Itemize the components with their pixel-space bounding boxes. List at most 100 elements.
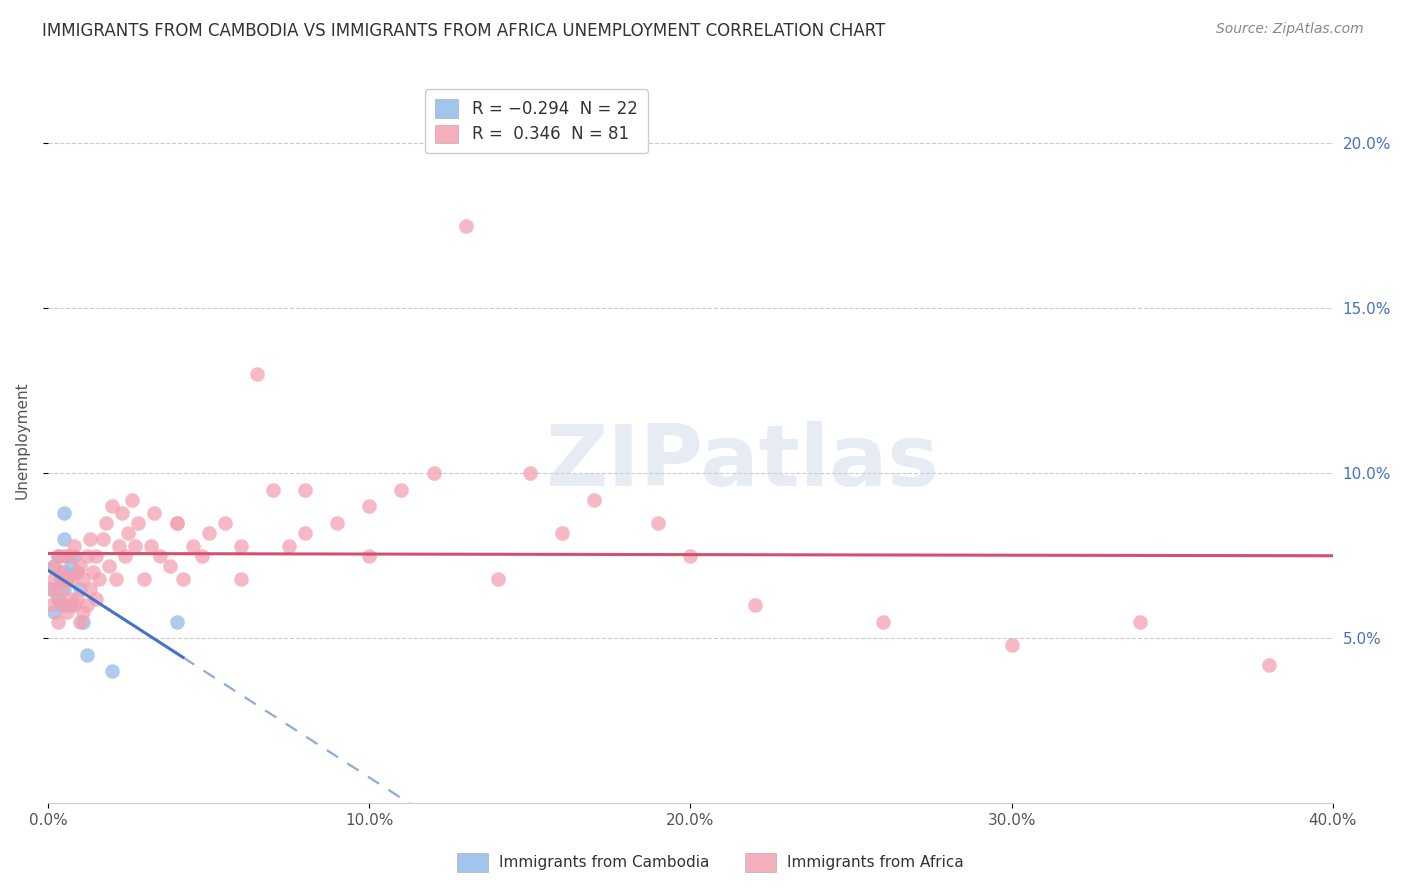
Point [46, 591, 69, 606]
Point [486, 572, 509, 586]
Point [53, 506, 76, 520]
Point [89, 572, 111, 586]
Point [82, 566, 104, 580]
Point [181, 539, 204, 553]
Point [84, 549, 107, 563]
Point [62, 599, 84, 613]
Point [124, 539, 146, 553]
Point [191, 549, 214, 563]
Point [278, 539, 301, 553]
Point [59, 558, 82, 573]
Point [229, 539, 252, 553]
Point [101, 665, 124, 679]
Point [84, 591, 107, 606]
Text: IMMIGRANTS FROM CAMBODIA VS IMMIGRANTS FROM AFRICA UNEMPLOYMENT CORRELATION CHAR: IMMIGRANTS FROM CAMBODIA VS IMMIGRANTS F… [42, 22, 886, 40]
Text: Immigrants from Cambodia: Immigrants from Cambodia [499, 855, 710, 870]
Point [46, 549, 69, 563]
Point [422, 467, 444, 481]
Point [139, 539, 162, 553]
Point [76, 648, 98, 662]
Point [66, 591, 89, 606]
Point [551, 525, 574, 540]
Point [39, 582, 62, 596]
Point [72, 615, 94, 629]
Point [53, 533, 76, 547]
Point [53, 549, 76, 563]
Point [117, 525, 139, 540]
Point [59, 599, 82, 613]
Text: ZIPatlas: ZIPatlas [546, 421, 939, 504]
Point [679, 549, 702, 563]
Point [59, 572, 82, 586]
Point [197, 525, 219, 540]
Point [647, 516, 669, 530]
Point [114, 549, 136, 563]
Point [56, 572, 79, 586]
Point [49, 572, 72, 586]
Point [69, 615, 91, 629]
Point [107, 539, 129, 553]
Point [214, 516, 236, 530]
Point [1129, 615, 1152, 629]
Point [121, 492, 143, 507]
Point [127, 516, 149, 530]
Point [389, 483, 412, 497]
Point [72, 572, 94, 586]
Point [359, 549, 381, 563]
Text: Immigrants from Africa: Immigrants from Africa [787, 855, 965, 870]
Point [326, 516, 349, 530]
Point [53, 572, 76, 586]
Point [46, 615, 69, 629]
Point [44, 605, 66, 619]
Point [62, 539, 84, 553]
Point [59, 591, 82, 606]
Point [111, 506, 134, 520]
Point [359, 500, 381, 514]
Point [79, 582, 101, 596]
Point [172, 572, 194, 586]
Point [69, 582, 91, 596]
Point [149, 549, 172, 563]
Point [159, 558, 181, 573]
Point [583, 492, 606, 507]
Point [49, 566, 72, 580]
Point [79, 533, 101, 547]
Point [166, 516, 188, 530]
Point [53, 599, 76, 613]
Point [744, 599, 766, 613]
Point [143, 506, 166, 520]
Point [246, 368, 269, 382]
Point [101, 500, 124, 514]
Point [56, 572, 79, 586]
Point [229, 572, 252, 586]
Point [53, 582, 76, 596]
Point [53, 566, 76, 580]
Point [166, 615, 188, 629]
Point [59, 549, 82, 563]
Point [1257, 657, 1279, 672]
Point [294, 483, 316, 497]
Point [134, 572, 156, 586]
Point [39, 599, 62, 613]
Point [62, 549, 84, 563]
Point [454, 219, 477, 233]
Point [46, 591, 69, 606]
Point [69, 558, 91, 573]
Point [56, 605, 79, 619]
Point [49, 582, 72, 596]
Point [56, 549, 79, 563]
Point [44, 572, 66, 586]
Point [46, 549, 69, 563]
Point [872, 615, 894, 629]
Point [44, 558, 66, 573]
Point [98, 558, 121, 573]
Point [294, 525, 316, 540]
Point [72, 605, 94, 619]
Point [44, 558, 66, 573]
Y-axis label: Unemployment: Unemployment [15, 382, 30, 500]
Point [76, 549, 98, 563]
Text: Source: ZipAtlas.com: Source: ZipAtlas.com [1216, 22, 1364, 37]
Point [104, 572, 127, 586]
Point [262, 483, 284, 497]
Point [76, 599, 98, 613]
